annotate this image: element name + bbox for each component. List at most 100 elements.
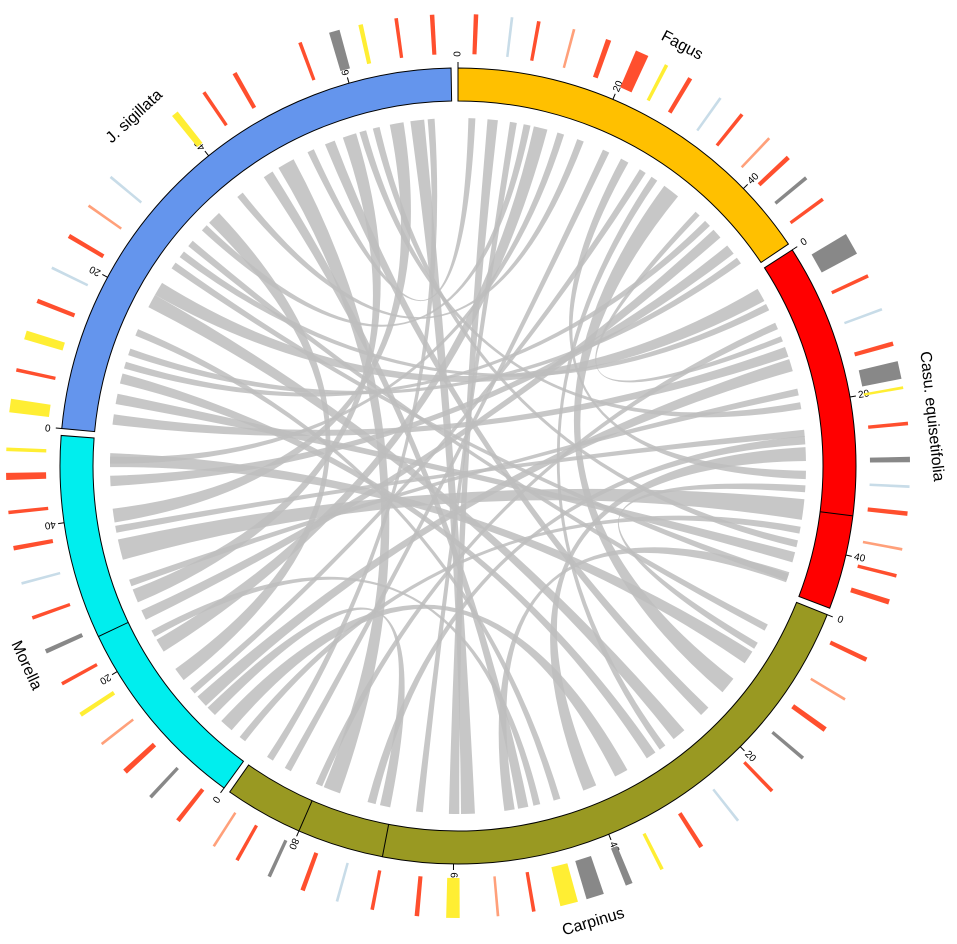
link [367,436,806,805]
track-mark [79,691,116,717]
tick [827,614,833,618]
track-mark [493,876,500,917]
track-mark [298,41,316,81]
track-mark [329,29,350,72]
tick [220,787,225,794]
tick-label: 0 [799,236,810,248]
segment-break [820,511,853,517]
link [112,346,789,436]
link [117,488,805,560]
track-mark [712,788,740,822]
track-mark [620,50,649,93]
track-mark [21,571,61,585]
link [239,515,801,742]
segment [61,67,453,433]
link [573,185,734,693]
track-mark [857,564,897,578]
segment-label: Casu. equisetifolia [916,351,947,483]
track-mark [868,421,909,429]
track-mark [863,386,904,396]
segment [229,601,828,865]
track-mark [771,730,805,760]
track-mark [696,97,722,132]
track-mark [370,870,382,911]
track-mark [551,863,578,907]
track-mark [235,824,258,862]
tick [845,554,852,557]
track-mark [831,274,869,295]
track-mark [678,812,704,849]
track-mark [44,633,84,654]
track-mark [844,307,883,325]
link [221,604,628,777]
tick-label: 40 [43,518,56,531]
link [550,447,806,791]
track-mark [611,846,633,886]
track-mark [36,298,76,318]
tick [102,273,108,278]
track-mark [6,447,47,453]
track-mark [24,330,65,351]
link [129,388,799,587]
track-mark [394,18,404,59]
track-mark [429,14,437,55]
link [556,176,666,750]
tick [55,427,62,430]
link [175,213,331,681]
tick [739,746,745,752]
track-mark [335,862,349,902]
track-mark [715,113,744,147]
segment-break [381,824,390,857]
tick [204,150,210,157]
track-mark [743,761,774,793]
link [154,282,765,382]
track-mark [61,663,98,686]
segment-label: Fagus [658,28,705,64]
segment [457,67,790,264]
track-mark [149,766,179,799]
track-mark [667,77,693,114]
segment-break [98,621,129,637]
track-mark [862,540,903,551]
track-mark [267,839,288,878]
track-mark [642,832,664,871]
track-mark [9,398,51,417]
link [207,607,405,808]
link [123,220,710,397]
tick-label: 20 [97,671,113,686]
tick [346,77,350,84]
track-mark [592,38,612,79]
track-mark [8,506,49,515]
track-mark [774,176,808,205]
link [115,429,805,533]
track-mark [850,587,890,605]
segment-label: Morella [7,638,44,693]
segment [59,434,245,789]
track-mark [869,456,910,463]
segment-label: J. sigillata [103,86,166,146]
track-mark [472,14,479,55]
track-mark [854,341,894,357]
tick [111,671,118,676]
tick [791,246,798,251]
track-mark [172,111,203,147]
track-mark [51,266,89,287]
tick [58,522,65,525]
track-mark [811,233,858,273]
track-mark [789,197,824,225]
tick [612,93,616,100]
tick-label: 40 [853,552,867,565]
tick [849,395,856,398]
track-mark [67,233,105,259]
track-mark [446,877,460,918]
link [617,483,806,649]
track-mark [525,871,536,912]
tick-label: 80 [286,836,301,851]
track-mark [109,175,143,204]
track-mark [562,28,576,69]
link [284,149,610,772]
track-mark [13,538,54,551]
tick [608,834,612,841]
